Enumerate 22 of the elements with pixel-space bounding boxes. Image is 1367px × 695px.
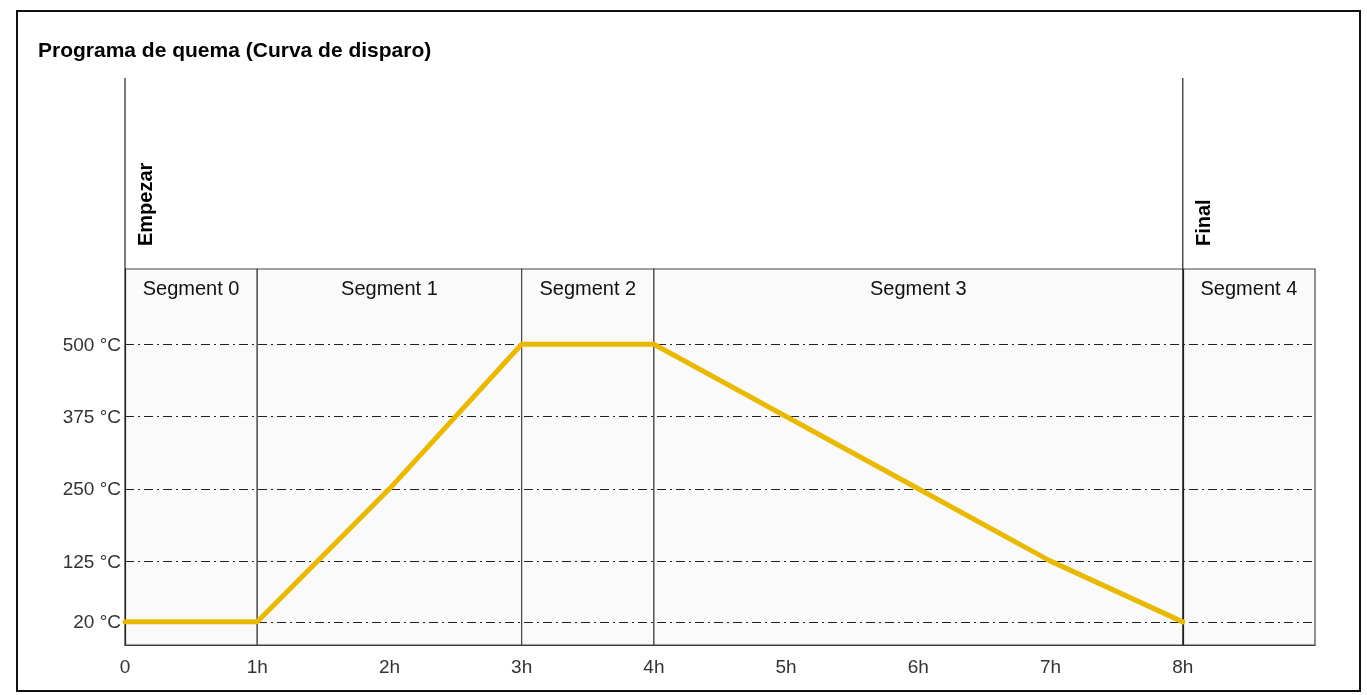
x-tick-label: 7h <box>1039 656 1062 677</box>
band-label: Segment 1 <box>341 277 438 300</box>
y-tick-label: 20 °C <box>73 611 121 633</box>
x-tick-label: 0 <box>119 656 131 677</box>
band-label: Segment 2 <box>539 277 637 300</box>
ref-line-label: Final <box>1191 199 1214 246</box>
chart-title: Programa de quema (Curva de disparo) <box>38 38 432 61</box>
band-label: Segment 3 <box>869 277 967 300</box>
ref-line-label: Empezar <box>134 162 156 246</box>
band-label: Segment 0 <box>142 277 240 300</box>
x-tick-label: 8h <box>1172 656 1194 677</box>
y-tick-label: 250 °C <box>62 478 121 500</box>
x-tick-label: 2h <box>378 656 401 677</box>
x-tick-label: 4h <box>643 656 665 677</box>
x-tick-label: 1h <box>246 656 268 677</box>
y-tick-label: 125 °C <box>62 550 121 572</box>
x-tick-label: 5h <box>775 656 797 677</box>
y-tick-label: 500 °C <box>62 333 121 355</box>
x-tick-label: 6h <box>907 656 929 677</box>
y-tick-label: 375 °C <box>62 406 121 428</box>
x-tick-label: 3h <box>511 656 533 677</box>
band-label: Segment 4 <box>1200 277 1298 300</box>
